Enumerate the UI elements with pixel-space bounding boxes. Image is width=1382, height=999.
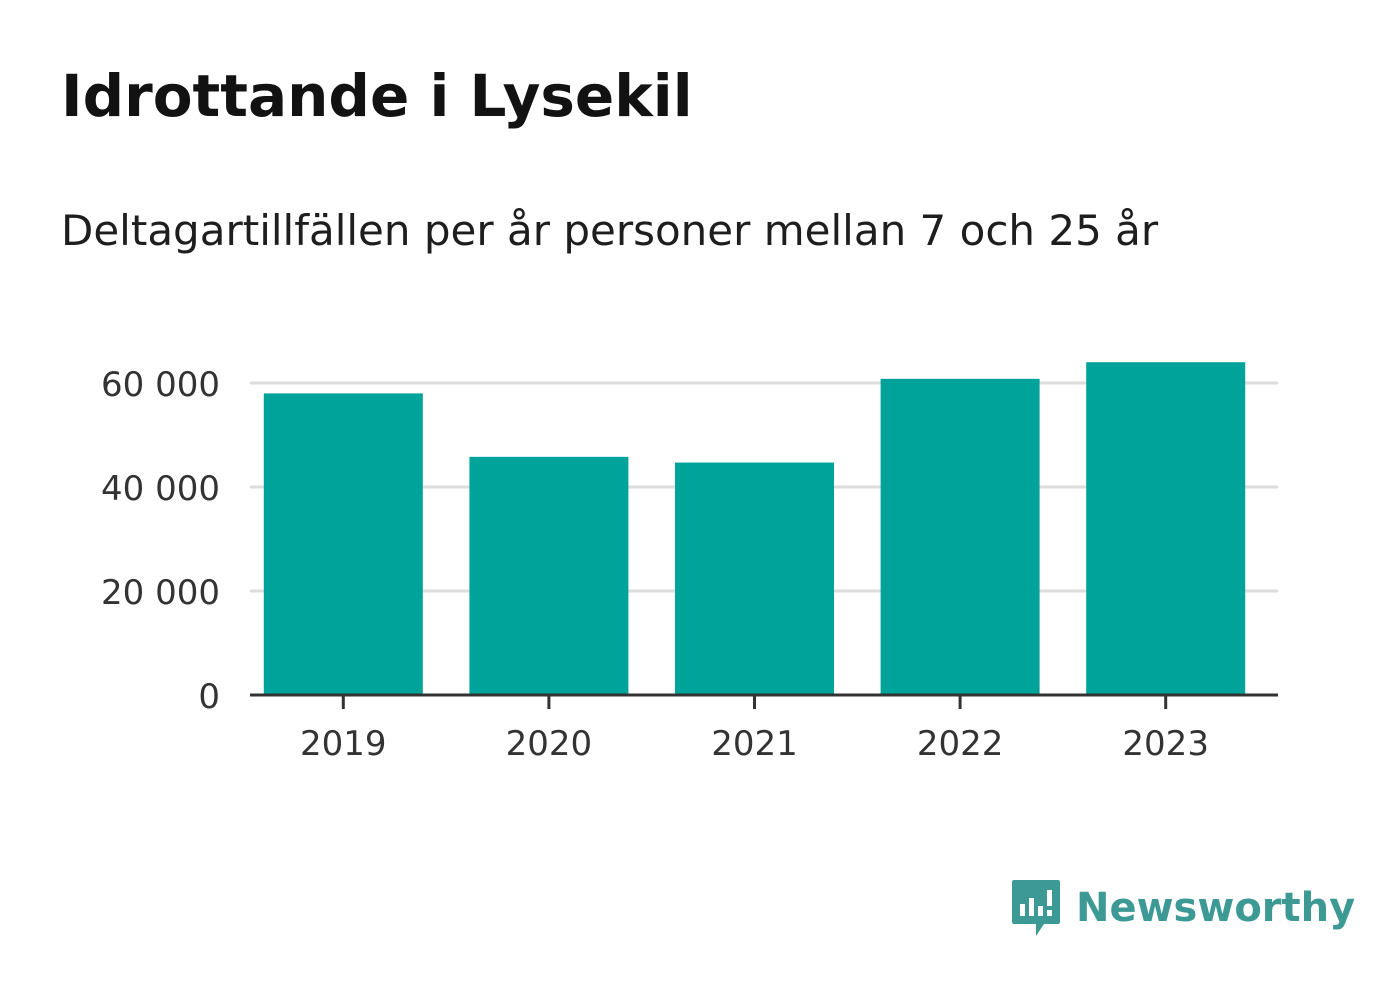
- x-tick-label: 2023: [1122, 724, 1209, 764]
- bar: [675, 462, 834, 695]
- x-tick-label: 2021: [711, 724, 798, 764]
- bar: [880, 378, 1040, 695]
- chart-subtitle: Deltagartillfällen per år personer mella…: [61, 206, 1159, 255]
- x-tick-label: 2019: [300, 724, 387, 764]
- y-tick-label: 20 000: [101, 573, 220, 613]
- bar: [469, 456, 629, 695]
- bar: [1086, 362, 1246, 695]
- chart-title: Idrottande i Lysekil: [61, 62, 693, 130]
- bar: [263, 393, 423, 695]
- y-tick-label: 0: [198, 677, 220, 717]
- x-tick-label: 2022: [917, 724, 1004, 764]
- newsworthy-logo-icon: [1012, 880, 1060, 936]
- y-tick-label: 40 000: [101, 469, 220, 509]
- brand: Newsworthy: [1010, 878, 1355, 938]
- brand-name: Newsworthy: [1076, 885, 1356, 931]
- x-tick-label: 2020: [506, 724, 593, 764]
- y-tick-label: 60 000: [101, 365, 220, 405]
